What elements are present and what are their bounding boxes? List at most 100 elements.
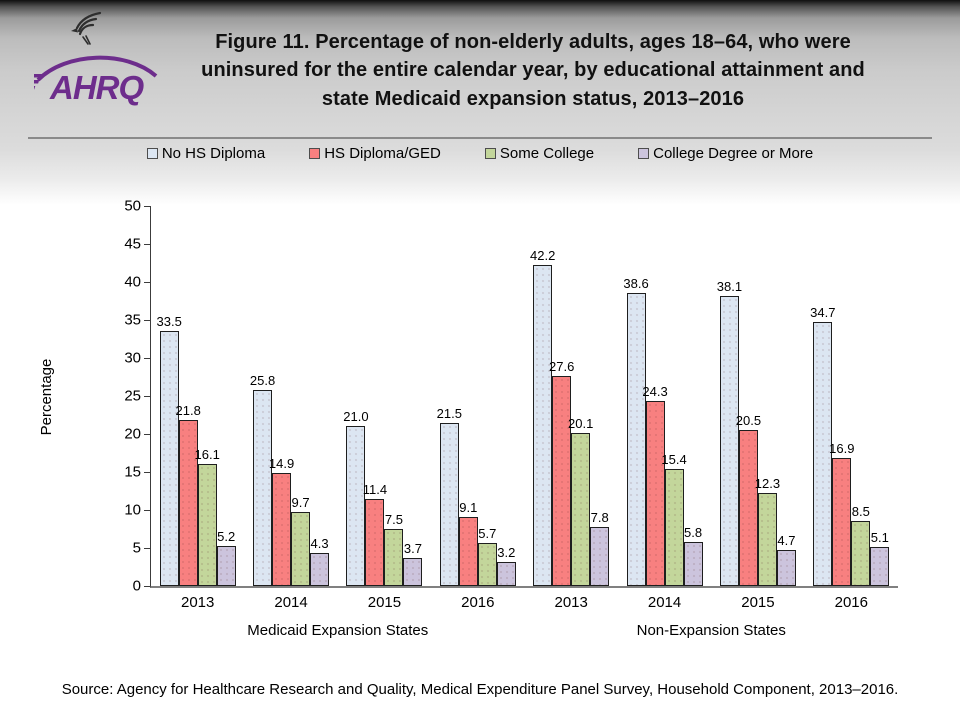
- bar-group: 38.1 20.5 12.3 4.7: [711, 206, 804, 586]
- bar: 3.7: [403, 541, 423, 586]
- ahrq-logo-text: AHRQ: [49, 69, 144, 106]
- bar: 16.1: [195, 447, 220, 586]
- bar: 25.8: [250, 373, 275, 586]
- bar-value-label: 20.1: [568, 416, 594, 432]
- legend-item: HS Diploma/GED: [309, 145, 441, 162]
- x-axis-labels: 2013 2014 2015 2016 2013 2014 2015 2016: [151, 586, 898, 611]
- y-tick-label: 40: [124, 273, 141, 291]
- bar: 9.7: [291, 495, 311, 586]
- hhs-eagle-icon: [71, 11, 102, 45]
- y-tick-label: 25: [124, 387, 141, 405]
- bar-value-label: 15.4: [661, 451, 687, 467]
- bar-value-label: 5.2: [217, 529, 236, 545]
- bar: 5.7: [477, 526, 497, 586]
- x-tick-label: 2013: [554, 594, 588, 611]
- bar: 4.3: [310, 536, 330, 586]
- page-title: Figure 11. Percentage of non-elderly adu…: [201, 31, 865, 110]
- x-tick-label: 2013: [181, 594, 215, 611]
- bar-value-label: 42.2: [530, 248, 556, 264]
- bar: 16.9: [829, 441, 854, 586]
- bar-value-label: 7.5: [384, 512, 403, 527]
- bar-group: 21.5 9.1 5.7 3.2: [431, 206, 524, 586]
- axis-group-label: Non-Expansion States: [636, 622, 786, 639]
- bar: 14.9: [269, 456, 294, 586]
- bar: 9.1: [458, 500, 478, 586]
- legend-label: No HS Diploma: [161, 145, 266, 162]
- x-tick-label: 2016: [834, 594, 868, 611]
- bar-value-label: 8.5: [851, 504, 870, 520]
- bar: 33.5: [157, 314, 182, 586]
- legend-swatch-icon: [146, 148, 158, 159]
- bar-value-label: 12.3: [754, 475, 781, 491]
- chart-area: 33.5 21.8 16.1 5.2 25.8 14.9 9.7 4.3 21.0 11.4 7.5…: [124, 198, 898, 639]
- y-tick-mark: [144, 244, 150, 245]
- bar-value-label: 7.8: [590, 509, 609, 525]
- axis-group-label: Medicaid Expansion States: [247, 622, 429, 639]
- y-tick-mark: [144, 548, 150, 549]
- bar: 38.1: [717, 279, 742, 586]
- y-tick-mark: [144, 320, 150, 321]
- bar-value-label: 5.1: [870, 530, 889, 546]
- bar: 38.6: [623, 276, 649, 586]
- y-tick-mark: [144, 358, 150, 359]
- bar: 15.4: [661, 452, 687, 586]
- bar-value-label: 11.4: [362, 482, 388, 498]
- agency-logo: AHRQ: [34, 6, 164, 106]
- bar-value-label: 5.7: [478, 525, 497, 541]
- bar: 42.2: [530, 248, 555, 586]
- bar-group: 42.2 27.6 20.1 7.8: [525, 206, 618, 586]
- bar: 5.2: [216, 529, 236, 586]
- legend-label: HS Diploma/GED: [324, 145, 441, 162]
- bar: 8.5: [851, 504, 871, 586]
- bar-value-label: 4.7: [777, 533, 796, 549]
- x-tick-label: 2016: [461, 594, 495, 611]
- y-axis-title: Percentage: [38, 358, 55, 436]
- bar-group: 38.6 24.3 15.4 5.8: [618, 206, 711, 586]
- bar-value-label: 24.3: [642, 384, 668, 400]
- bar-group: 34.7 16.9 8.5 5.1: [805, 206, 898, 586]
- bar-value-label: 27.6: [549, 359, 575, 375]
- y-tick-label: 10: [124, 501, 141, 519]
- legend-label: Some College: [499, 145, 595, 162]
- bar-value-label: 20.5: [735, 413, 762, 429]
- y-tick-mark: [144, 586, 150, 587]
- x-tick-label: 2015: [367, 594, 402, 611]
- y-tick-label: 20: [124, 425, 141, 443]
- bar: 21.8: [176, 403, 201, 586]
- bar-group: 21.0 11.4 7.5 3.7: [338, 206, 431, 586]
- y-tick-mark: [144, 510, 150, 511]
- y-tick-label: 30: [124, 349, 141, 367]
- y-tick-mark: [144, 206, 150, 207]
- y-tick-label: 45: [124, 235, 141, 253]
- legend-label: College Degree or More: [653, 145, 814, 162]
- bar-value-label: 16.1: [194, 446, 220, 462]
- bar-value-label: 3.2: [497, 544, 516, 560]
- bar: 20.5: [736, 413, 761, 586]
- x-tick-label: 2015: [741, 594, 775, 611]
- y-tick-label: 15: [124, 463, 141, 481]
- bar: 5.8: [683, 525, 703, 586]
- bar: 21.0: [343, 409, 369, 586]
- y-tick-label: 5: [132, 539, 141, 557]
- y-tick-mark: [144, 396, 150, 397]
- y-tick-label: 35: [124, 311, 141, 329]
- bar: 12.3: [755, 476, 780, 586]
- bar-group: 25.8 14.9 9.7 4.3: [244, 206, 337, 586]
- y-tick-label: 0: [132, 577, 141, 595]
- legend-swatch-icon: [309, 148, 321, 159]
- bar-value-label: 21.5: [436, 405, 462, 421]
- bar-value-label: 14.9: [268, 455, 295, 471]
- bar-value-label: 4.3: [310, 536, 329, 552]
- bar-value-label: 9.1: [459, 499, 478, 515]
- bar-value-label: 38.6: [623, 275, 649, 291]
- bar-value-label: 3.7: [403, 540, 422, 556]
- bar-value-label: 21.0: [343, 409, 369, 425]
- bar: 27.6: [549, 359, 574, 586]
- y-tick-mark: [144, 472, 150, 473]
- bar: 24.3: [642, 384, 668, 586]
- x-tick-label: 2014: [274, 594, 308, 611]
- bar: 11.4: [363, 482, 387, 586]
- legend-item: College Degree or More: [638, 145, 813, 162]
- ahrq-logo: AHRQ: [34, 55, 158, 106]
